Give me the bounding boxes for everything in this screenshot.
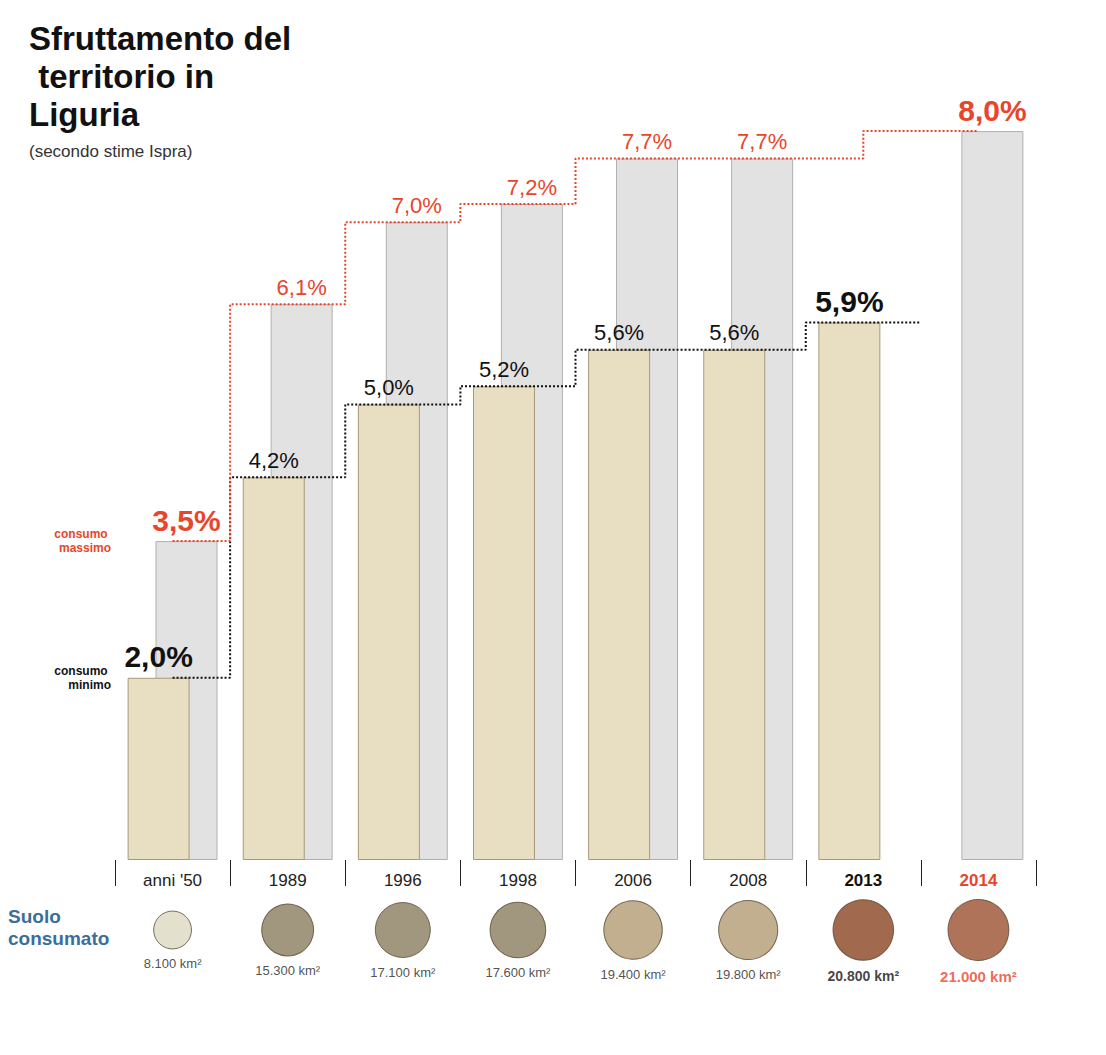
- svg-text:15.300 km²: 15.300 km²: [255, 963, 321, 978]
- svg-text:2013: 2013: [844, 871, 882, 890]
- svg-text:21.000 km²: 21.000 km²: [940, 968, 1017, 985]
- svg-text:1998: 1998: [499, 871, 537, 890]
- svg-text:consumo: consumo: [54, 664, 111, 678]
- svg-text:1989: 1989: [269, 871, 307, 890]
- svg-text:consumo: consumo: [54, 527, 111, 541]
- svg-text:4,2%: 4,2%: [249, 448, 299, 473]
- svg-text:3,5%: 3,5%: [152, 504, 220, 537]
- svg-text:minimo: minimo: [68, 678, 111, 692]
- svg-text:massimo: massimo: [59, 541, 111, 555]
- svg-text:7,7%: 7,7%: [737, 129, 787, 154]
- svg-text:7,2%: 7,2%: [507, 175, 557, 200]
- svg-text:19.400 km²: 19.400 km²: [601, 967, 667, 982]
- svg-text:7,0%: 7,0%: [392, 193, 442, 218]
- svg-text:Sfruttamento del: Sfruttamento del: [29, 20, 291, 57]
- svg-text:territorio in: territorio in: [29, 58, 223, 95]
- svg-text:2008: 2008: [729, 871, 767, 890]
- svg-text:6,1%: 6,1%: [277, 275, 327, 300]
- svg-text:7,7%: 7,7%: [622, 129, 672, 154]
- svg-text:Liguria: Liguria: [29, 96, 140, 133]
- svg-text:5,0%: 5,0%: [364, 375, 414, 400]
- svg-text:5,9%: 5,9%: [815, 285, 883, 318]
- svg-text:anni '50: anni '50: [143, 871, 202, 890]
- svg-text:19.800 km²: 19.800 km²: [716, 967, 782, 982]
- svg-text:Suolo: Suolo: [8, 906, 66, 927]
- svg-text:consumato: consumato: [8, 928, 109, 949]
- svg-text:2,0%: 2,0%: [124, 640, 192, 673]
- svg-text:(secondo stime Ispra): (secondo stime Ispra): [29, 142, 192, 161]
- svg-text:2014: 2014: [960, 871, 998, 890]
- svg-text:5,2%: 5,2%: [479, 357, 529, 382]
- svg-text:17.100 km²: 17.100 km²: [370, 965, 436, 980]
- svg-text:5,6%: 5,6%: [709, 320, 759, 345]
- svg-text:17.600 km²: 17.600 km²: [485, 965, 551, 980]
- svg-text:20.800 km²: 20.800 km²: [828, 968, 900, 984]
- svg-text:5,6%: 5,6%: [594, 320, 644, 345]
- svg-text:2006: 2006: [614, 871, 652, 890]
- svg-text:8.100 km²: 8.100 km²: [144, 956, 202, 971]
- svg-text:8,0%: 8,0%: [958, 94, 1026, 127]
- svg-text:1996: 1996: [384, 871, 422, 890]
